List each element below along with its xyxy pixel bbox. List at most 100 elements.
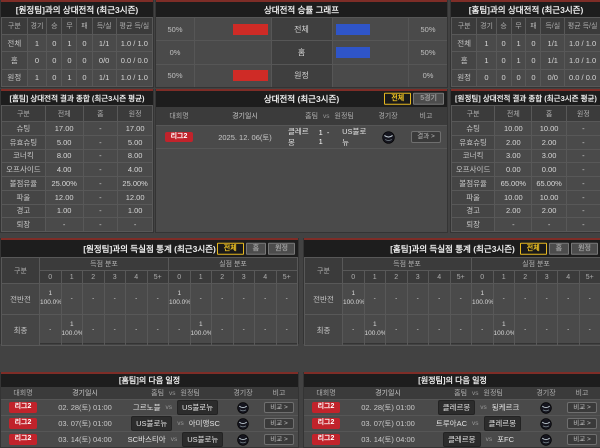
toggle-all-button[interactable]: 전체 (520, 242, 547, 254)
cell: 8.00 (45, 149, 83, 163)
cell: - (255, 315, 277, 346)
toggle-away-button[interactable]: 원정 (268, 242, 295, 254)
cell: 1 100.0% (40, 284, 62, 315)
toggle-all-button[interactable]: 전체 (217, 242, 244, 254)
cell: - (276, 315, 298, 346)
col-header: 구분 (452, 18, 477, 35)
cell: 0 (477, 69, 496, 86)
bin-header: 5+ (147, 271, 169, 284)
toggle-last5-button[interactable]: 5경기 (413, 93, 444, 105)
row-label: 홈 (2, 52, 28, 69)
stadium-cell[interactable] (529, 434, 563, 446)
panel-title: [원정팀]과의 득실점 통계 (최근3시즌) 전체 홈 원정 (1, 238, 298, 257)
cell: - (126, 315, 148, 346)
league-cell: 리그2 (304, 418, 348, 428)
right-percent: 0% (409, 65, 447, 87)
stadium-cell[interactable] (226, 418, 260, 430)
row-label: 전체 (2, 35, 28, 52)
vs-label: vs (323, 113, 330, 120)
row-label: 퇴장 (2, 218, 46, 232)
compare-button[interactable]: 비교 > (264, 434, 294, 446)
filter-toggle-group: 전체 5경기 (384, 93, 444, 105)
row-label: 슈팅 (2, 122, 46, 136)
col-header: 홈 (83, 106, 118, 122)
toggle-home-button[interactable]: 홈 (246, 242, 266, 254)
match-score: 1 - 1 (319, 128, 338, 146)
cell: 0.00 (495, 163, 532, 177)
toggle-away-button[interactable]: 원정 (571, 242, 598, 254)
match-date: 03. 07(토) 01:00 (348, 418, 428, 429)
col-header-stadium: 경기장 (226, 388, 260, 398)
col-header: 구분 (2, 18, 28, 35)
cell: - (83, 177, 118, 191)
bin-header: 4 (558, 271, 580, 284)
stadium-cell[interactable] (371, 131, 405, 144)
compare-button[interactable]: 비교 > (567, 418, 597, 430)
vs-label: vs (177, 420, 184, 427)
result-button[interactable]: 결과 > (411, 131, 441, 143)
cell: 0/0 (541, 69, 565, 86)
stadium-cell[interactable] (529, 418, 563, 430)
compare-button[interactable]: 비교 > (567, 402, 597, 414)
cell: 1 100.0% (343, 284, 365, 315)
away-team-name: 아미앵SC (189, 418, 220, 429)
cell: - (118, 218, 153, 232)
cell: 10.00 (532, 122, 566, 136)
compare-button[interactable]: 비교 > (567, 434, 597, 446)
col-header-away: 원정팀 (181, 388, 200, 398)
col-header-group: 구분 (305, 258, 343, 284)
right-percent: 50% (409, 41, 447, 63)
row-label: 유효슈팅 (452, 135, 495, 149)
cell: 2.00 (532, 135, 566, 149)
bin-header: 5+ (276, 271, 298, 284)
toggle-home-button[interactable]: 홈 (549, 242, 569, 254)
away-team-name: 됭케르크 (492, 402, 520, 413)
col-header: 무 (511, 18, 526, 35)
row-label: 코너킥 (452, 149, 495, 163)
col-header-datetime: 경기일시 (348, 388, 428, 398)
row-label: 원정 (2, 69, 28, 86)
stadium-cell[interactable] (226, 402, 260, 414)
cell: 0 (47, 35, 62, 52)
bin-header: 4 (429, 271, 451, 284)
cell: - (450, 315, 472, 346)
bin-header: 5+ (579, 271, 600, 284)
cell: - (566, 218, 600, 232)
panel-title: 상대전적 (최근3시즌) 전체 5경기 (156, 89, 447, 107)
stadium-cell[interactable] (226, 434, 260, 446)
col-header-datetime: 경기일시 (202, 111, 288, 121)
panel-title: [원정팀]과의 상대전적 (최근3시즌) (1, 0, 153, 17)
cell: - (104, 315, 126, 346)
row-label: 퇴장 (452, 218, 495, 232)
compare-button[interactable]: 비교 > (264, 418, 294, 430)
compare-button[interactable]: 비교 > (264, 402, 294, 414)
cell: 8.00 (118, 149, 153, 163)
match-date: 2025. 12. 06(토) (202, 132, 288, 143)
bin-header: 0 (472, 271, 494, 284)
home-team-name: 트루아AC (436, 418, 467, 429)
col-header-home: 홈팀 (454, 388, 467, 398)
toggle-all-button[interactable]: 전체 (384, 93, 411, 105)
league-cell: 리그2 (1, 418, 45, 428)
cell: - (40, 315, 62, 346)
col-header: 득/실 (92, 18, 116, 35)
right-percent: 50% (409, 18, 447, 40)
stadium-cell[interactable] (529, 402, 563, 414)
cell: - (255, 284, 277, 315)
cell: - (83, 218, 118, 232)
panel-title: 상대전적 승률 그래프 (156, 0, 447, 17)
away-team-name: US불로뉴 (342, 126, 371, 148)
cell: - (126, 284, 148, 315)
cell: 1/1 (541, 35, 565, 52)
col-header: 평균 득/실 (565, 18, 600, 35)
cell: - (566, 149, 600, 163)
